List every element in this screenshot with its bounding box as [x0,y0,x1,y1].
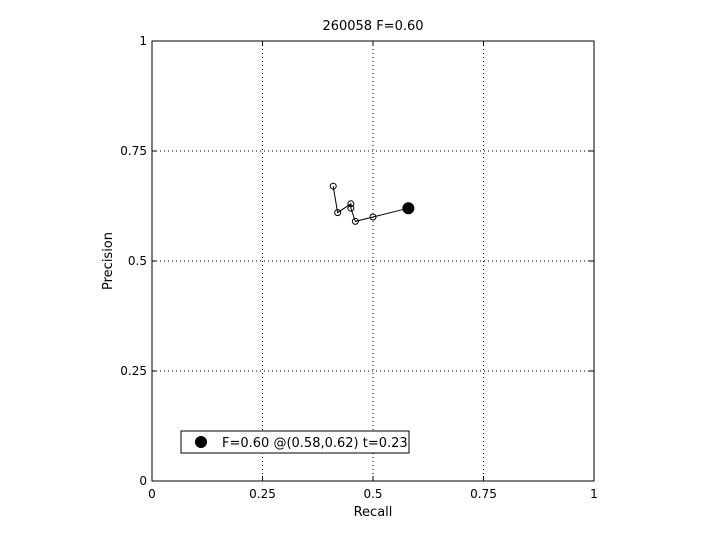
best-f-point [402,202,415,215]
x-tick-label: 0.5 [363,487,382,501]
pr-curve-point [334,209,342,217]
y-tick-label: 1 [139,34,147,48]
pr-curve-point [369,213,377,221]
y-tick-label: 0.75 [120,144,147,158]
chart-title: 260058 F=0.60 [322,19,423,34]
pr-curve-series [329,182,415,225]
legend: F=0.60 @(0.58,0.62) t=0.23 [180,430,410,454]
pr-curve-line [332,186,409,222]
pr-curve-point [347,204,355,212]
legend-box [180,430,410,454]
legend-label: F=0.60 @(0.58,0.62) t=0.23 [222,436,408,451]
x-tick-label: 0 [148,487,156,501]
x-axis-label: Recall [354,505,393,520]
pr-curve-point [351,217,359,225]
y-tick-label: 0 [139,474,147,488]
pr-curve-point [329,182,337,190]
pr-curve-point [347,200,355,208]
axis-ticks [151,40,595,482]
y-tick-label: 0.5 [128,254,147,268]
y-axis-label: Precision [101,232,116,290]
grid-lines [152,41,594,481]
y-tick-label: 0.25 [120,364,147,378]
legend-marker [195,436,207,448]
tick-labels: 0 0.25 0.5 0.75 1 0 0.25 0.5 0.75 1 [120,34,598,501]
x-tick-label: 0.75 [470,487,497,501]
x-tick-label: 0.25 [249,487,276,501]
x-tick-label: 1 [590,487,598,501]
